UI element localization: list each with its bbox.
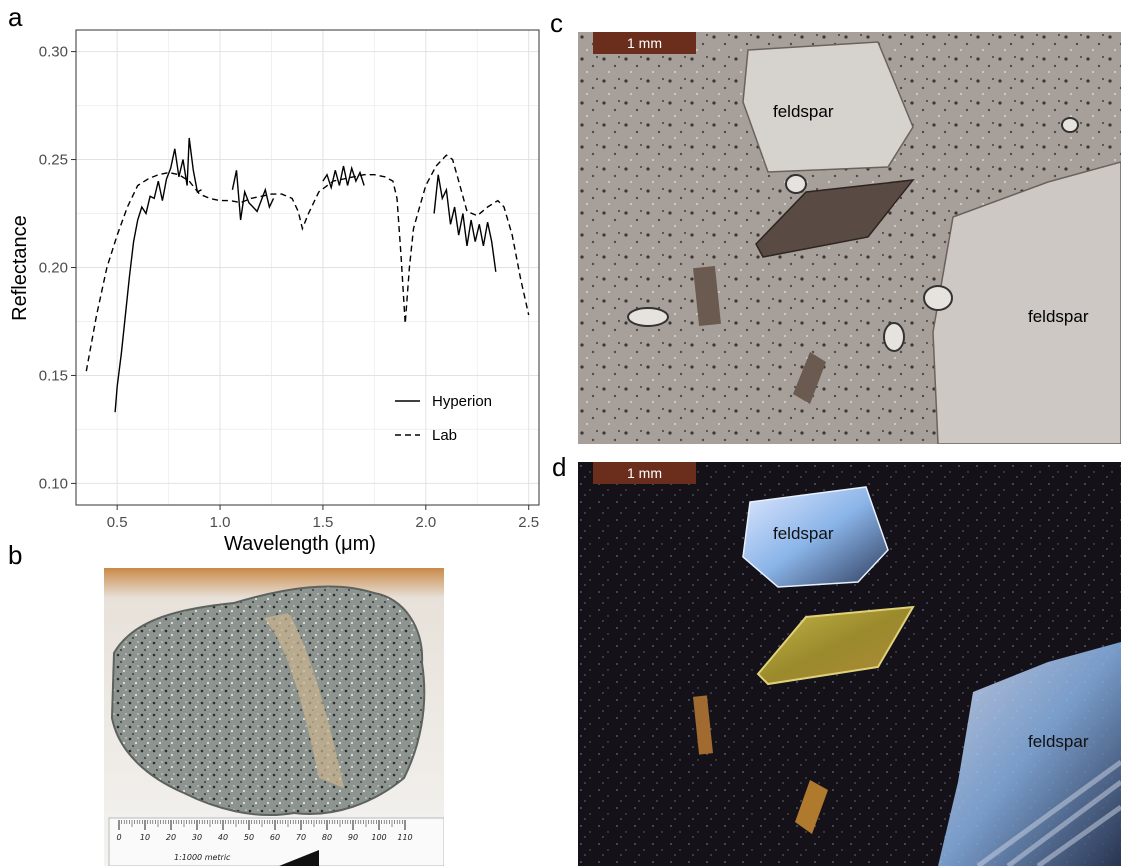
ruler-tick-label: 40 — [218, 833, 228, 842]
y-axis-label: Reflectance — [9, 215, 31, 321]
mineral-label-c1: feldspar — [773, 102, 834, 121]
chart-series — [85, 137, 530, 413]
ruler-tick-label: 70 — [296, 833, 306, 842]
panel-letter-d: d — [552, 452, 567, 482]
ruler-tick-label: 90 — [348, 833, 358, 842]
ruler-tick-label: 80 — [322, 833, 332, 842]
ruler: 0 10 20 30 40 50 60 70 80 90 100 110 — [116, 820, 413, 842]
panel-letter-c: c — [550, 8, 563, 38]
y-tick-label: 0.25 — [39, 152, 68, 169]
mineral-label-c2: feldspar — [1028, 307, 1089, 326]
ruler-tick-label: 50 — [244, 833, 254, 842]
micrograph-xpl: 1 mm feldspar feldspar — [578, 462, 1121, 866]
x-tick-label: 1.5 — [313, 514, 334, 531]
scale-bar-d: 1 mm — [593, 462, 696, 484]
chart-grid-minor — [76, 30, 539, 505]
y-tick-label: 0.10 — [39, 475, 68, 492]
y-tick-label: 0.15 — [39, 367, 68, 384]
series-lab-line — [85, 154, 530, 372]
x-axis-ticks: 0.5 1.0 1.5 2.0 2.5 — [107, 505, 539, 531]
rock-sample-photo: 0 10 20 30 40 50 60 70 80 90 100 110 1:1000 metric — [104, 568, 444, 866]
panel-letter-b: b — [8, 540, 23, 570]
ruler-tick-label: 20 — [166, 833, 176, 842]
legend-label-lab: Lab — [432, 427, 457, 444]
ruler-tick-label: 30 — [192, 833, 202, 842]
x-tick-label: 2.5 — [518, 514, 539, 531]
x-tick-label: 0.5 — [107, 514, 128, 531]
ruler-tick-label: 0 — [116, 833, 121, 842]
ruler-tick-label: 100 — [371, 833, 386, 842]
series-hyperion-line — [322, 165, 365, 191]
ruler-tick-label: 60 — [270, 833, 280, 842]
mineral-label-d2: feldspar — [1028, 732, 1089, 751]
ruler-tick-label: 10 — [140, 833, 150, 842]
scale-bar-c: 1 mm — [593, 32, 696, 54]
mineral-label-d1: feldspar — [773, 524, 834, 543]
chart-legend: Hyperion Lab — [395, 393, 492, 444]
series-hyperion-line — [231, 170, 275, 221]
legend-label-hyperion: Hyperion — [432, 393, 492, 410]
micrograph-ppl: 1 mm feldspar feldspar — [578, 32, 1121, 444]
series-hyperion-line — [114, 137, 202, 413]
x-tick-label: 2.0 — [415, 514, 436, 531]
panel-letter-a: a — [8, 2, 23, 32]
series-hyperion-line — [433, 174, 497, 272]
y-axis-ticks: 0.10 0.15 0.20 0.25 0.30 — [39, 44, 76, 492]
ruler-caption: 1:1000 metric — [174, 853, 231, 862]
chart-grid-major — [76, 30, 539, 505]
ruler-tick-label: 110 — [397, 833, 412, 842]
y-tick-label: 0.30 — [39, 44, 68, 61]
x-tick-label: 1.0 — [210, 514, 231, 531]
x-axis-label: Wavelength (μm) — [224, 533, 376, 555]
reflectance-chart: 0.10 0.15 0.20 0.25 0.30 0.5 1.0 1.5 2.0 2.5 Hyp… — [9, 29, 540, 555]
y-tick-label: 0.20 — [39, 260, 68, 277]
